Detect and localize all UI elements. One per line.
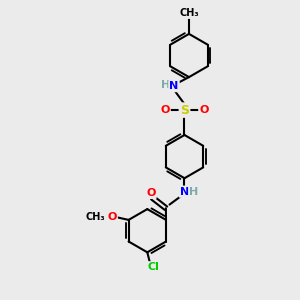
Text: O: O: [107, 212, 117, 222]
Text: Cl: Cl: [147, 262, 159, 272]
Text: O: O: [146, 188, 156, 198]
Text: H: H: [161, 80, 170, 90]
Text: N: N: [180, 187, 189, 197]
Text: CH₃: CH₃: [86, 212, 105, 222]
Text: CH₃: CH₃: [179, 8, 199, 18]
Text: H: H: [189, 187, 198, 197]
Text: S: S: [180, 103, 189, 117]
Text: O: O: [160, 105, 170, 115]
Text: O: O: [199, 105, 209, 115]
Text: N: N: [169, 81, 178, 91]
